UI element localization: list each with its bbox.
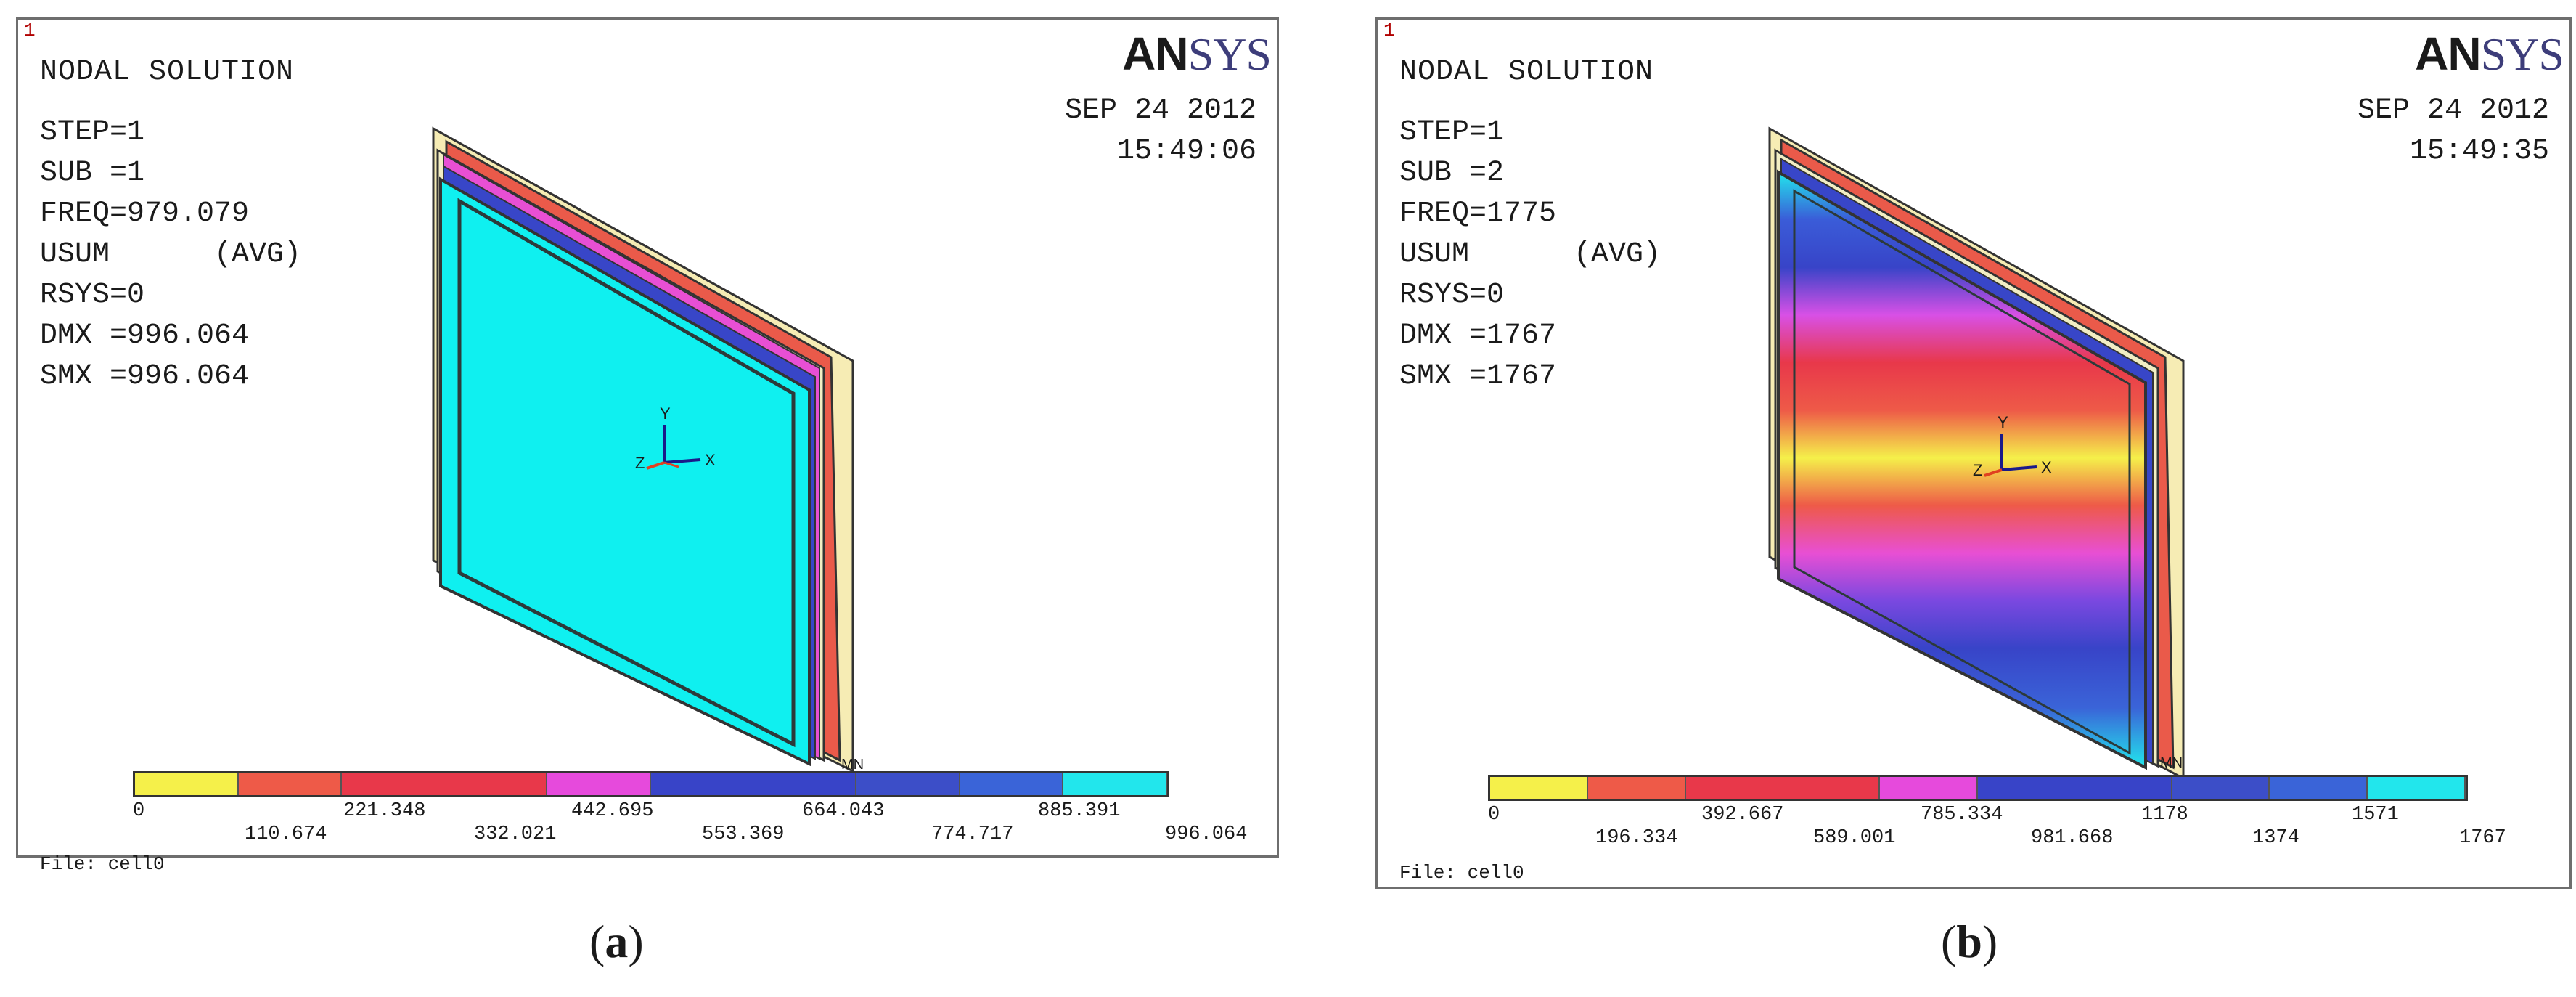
legend-label-bottom-1: 332.021: [474, 823, 557, 845]
axis-x-label: X: [705, 451, 716, 469]
legend-swatch: [238, 773, 343, 795]
plate-face: [439, 176, 811, 767]
legend-label-bottom-1: 589.001: [1813, 827, 1896, 849]
legend-swatch: [135, 773, 239, 795]
timestamp: SEP 24 2012 15:49:06: [1065, 91, 1256, 172]
legend-swatch: [547, 773, 651, 795]
legend-swatch: [1063, 773, 1167, 795]
legend-swatch: [960, 773, 1064, 795]
timestamp: SEP 24 2012 15:49:35: [2358, 91, 2549, 172]
panel-b: 1 NODAL SOLUTION STEP=1 SUB =2 FREQ=1775…: [1375, 17, 2572, 889]
info-dmx: DMX =996.064: [40, 320, 250, 352]
color-legend-bar: [133, 771, 1169, 797]
panel-header: NODAL SOLUTION: [40, 56, 295, 89]
plate-top-edge: [433, 127, 854, 362]
legend-label-top-3: 664.043: [802, 800, 885, 822]
axis-z-label: Z: [635, 454, 645, 472]
info-dmx: DMX =1767: [1399, 320, 1557, 352]
legend-swatch: [2368, 777, 2466, 799]
plate-model-b: Y Z X MN: [1768, 126, 2185, 781]
info-rsys: RSYS=0: [1399, 279, 1505, 312]
info-sub: SUB =2: [1399, 157, 1505, 190]
caption-b-letter: b: [1956, 916, 1982, 967]
info-smx: SMX =996.064: [40, 360, 250, 393]
legend-swatch: [2270, 777, 2368, 799]
ansys-logo: ANSYS: [1122, 27, 1272, 81]
legend-label-top-0: 0: [1488, 804, 1500, 826]
legend-label-top-2: 442.695: [571, 800, 654, 822]
legend-swatch: [1685, 777, 1881, 799]
time-text: 15:49:35: [2409, 135, 2549, 168]
file-label: File: cell0: [40, 853, 165, 875]
axis-y-label: Y: [660, 404, 671, 423]
node-marker: MN: [841, 757, 864, 773]
time-text: 15:49:06: [1116, 135, 1256, 168]
panel-a: 1 NODAL SOLUTION STEP=1 SUB =1 FREQ=979.…: [16, 17, 1279, 875]
file-label: File: cell0: [1399, 862, 1524, 884]
legend-label-bottom-0: 196.334: [1595, 827, 1678, 849]
axis-z-label: Z: [1973, 461, 1982, 479]
info-step: STEP=1: [40, 116, 145, 149]
legend-label-bottom-3: 774.717: [931, 823, 1014, 845]
logo-sys: SYS: [1187, 28, 1272, 80]
panel-header: NODAL SOLUTION: [1399, 56, 1654, 89]
legend-swatch: [650, 773, 857, 795]
legend-label-top-0: 0: [133, 800, 145, 822]
info-step: STEP=1: [1399, 116, 1505, 149]
axis-x-label: X: [2041, 458, 2052, 476]
panel-number: 1: [1383, 20, 1395, 41]
legend-swatch: [1880, 777, 1978, 799]
legend-label-top-2: 785.334: [1921, 804, 2003, 826]
legend-label-bottom-2: 981.668: [2031, 827, 2114, 849]
info-block: STEP=1 SUB =2 FREQ=1775 USUM (AVG) RSYS=…: [1399, 113, 1661, 397]
legend-label-bottom-3: 1374: [2252, 827, 2299, 849]
legend-swatch: [1977, 777, 2172, 799]
axis-triad: Y Z X: [1973, 413, 2052, 479]
legend-label-bottom-2: 553.369: [702, 823, 785, 845]
plate-face: [1777, 169, 2147, 770]
legend-label-top-3: 1178: [2141, 804, 2188, 826]
info-block: STEP=1 SUB =1 FREQ=979.079 USUM (AVG) RS…: [40, 113, 301, 397]
legend-swatch: [1587, 777, 1686, 799]
legend-label-top-1: 392.667: [1701, 804, 1784, 826]
legend-label-bottom-4: 996.064: [1165, 823, 1248, 845]
info-rsys: RSYS=0: [40, 279, 145, 312]
plate-face-inner: [457, 198, 796, 748]
ansys-logo: ANSYS: [2415, 27, 2564, 81]
date-text: SEP 24 2012: [2357, 94, 2549, 127]
legend-swatch: [1490, 777, 1588, 799]
plate-face-inner: [1793, 189, 2131, 755]
info-usum: USUM (AVG): [1399, 238, 1661, 271]
logo-an: AN: [1122, 28, 1188, 80]
panel-number: 1: [24, 20, 36, 41]
legend-swatch: [2172, 777, 2270, 799]
caption-a-letter: a: [605, 916, 629, 967]
legend-swatch: [342, 773, 548, 795]
axis-y-label: Y: [1998, 413, 2008, 431]
legend-swatch: [856, 773, 960, 795]
date-text: SEP 24 2012: [1064, 94, 1256, 127]
info-sub: SUB =1: [40, 157, 145, 190]
legend-label-bottom-0: 110.674: [245, 823, 327, 845]
axis-triad: Y Z X: [635, 404, 716, 472]
logo-an: AN: [2415, 28, 2481, 80]
legend-label-top-4: 1571: [2352, 804, 2399, 826]
logo-sys: SYS: [2480, 28, 2564, 80]
info-smx: SMX =1767: [1399, 360, 1557, 393]
info-freq: FREQ=1775: [1399, 198, 1557, 230]
info-freq: FREQ=979.079: [40, 198, 250, 230]
legend-label-top-4: 885.391: [1038, 800, 1121, 822]
color-legend-bar: [1488, 775, 2468, 801]
caption-b: (b): [1941, 916, 1998, 967]
info-usum: USUM (AVG): [40, 238, 302, 271]
legend-label-bottom-4: 1767: [2459, 827, 2506, 849]
legend-label-top-1: 221.348: [343, 800, 426, 822]
caption-a: (a): [589, 916, 644, 967]
plate-model-a: Y Z X MN: [432, 126, 864, 773]
node-marker: MN: [2160, 755, 2183, 771]
